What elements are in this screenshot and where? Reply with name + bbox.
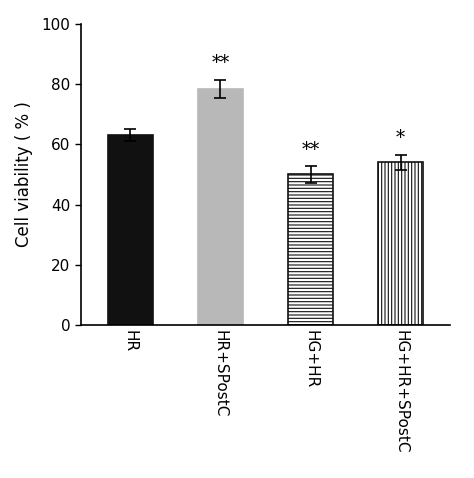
Bar [288, 174, 333, 325]
Text: **: ** [301, 141, 319, 159]
Bar [108, 135, 153, 325]
Text: *: * [396, 130, 405, 147]
Bar [378, 163, 423, 325]
Bar [198, 88, 243, 325]
Y-axis label: Cell viability ( % ): Cell viability ( % ) [15, 101, 33, 248]
Text: **: ** [211, 54, 229, 72]
